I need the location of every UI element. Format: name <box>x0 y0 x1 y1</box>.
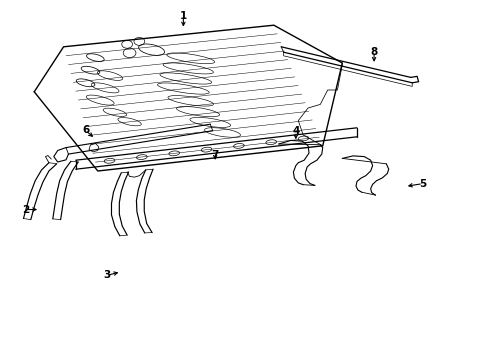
Text: 8: 8 <box>370 47 377 57</box>
Text: 4: 4 <box>291 126 299 136</box>
Text: 2: 2 <box>22 204 29 215</box>
Text: 5: 5 <box>419 179 426 189</box>
Text: 3: 3 <box>103 270 110 280</box>
Text: 7: 7 <box>211 150 219 160</box>
Text: 1: 1 <box>180 11 186 21</box>
Text: 6: 6 <box>82 125 89 135</box>
